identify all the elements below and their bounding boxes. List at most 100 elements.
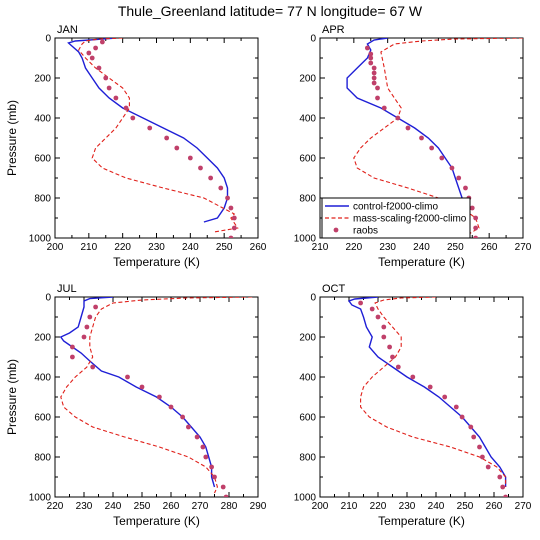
raob-point xyxy=(368,55,374,61)
panel-jul: 220 230 240 250 260 270 280 290 0 200 400 600 800 100… xyxy=(5,283,267,528)
x-tick-label: 230 xyxy=(76,501,93,512)
y-tick-label: 400 xyxy=(299,373,316,384)
x-tick-label: 220 xyxy=(114,242,131,253)
raob-point xyxy=(99,39,105,45)
x-tick-label: 260 xyxy=(481,242,498,253)
control-profile-line xyxy=(59,297,216,488)
raob-point xyxy=(106,85,112,91)
raob-point xyxy=(358,300,363,306)
raob-point xyxy=(459,414,465,420)
raob-point xyxy=(371,70,377,76)
y-tick-label: 800 xyxy=(299,453,316,464)
raob-point xyxy=(93,304,98,310)
raob-point xyxy=(453,404,459,410)
x-tick-label: 270 xyxy=(515,501,532,512)
raob-point xyxy=(473,215,479,221)
x-tick-label: 260 xyxy=(163,501,180,512)
series-mass-scaling-f2000-climo xyxy=(60,297,253,494)
control-profile-line xyxy=(347,297,507,487)
raob-point xyxy=(130,115,136,121)
panel-label: JAN xyxy=(57,24,78,36)
raob-point xyxy=(497,474,503,480)
raob-point xyxy=(87,314,93,320)
raob-point xyxy=(375,95,380,101)
raob-point xyxy=(231,215,237,221)
raob-point xyxy=(387,344,392,350)
raob-point xyxy=(381,324,387,330)
y-tick-label: 600 xyxy=(299,413,316,424)
raob-point xyxy=(113,95,119,101)
legend-entry-label: mass-scaling-f2000-climo xyxy=(353,214,467,225)
y-tick-label: 600 xyxy=(34,413,51,424)
raob-point xyxy=(174,145,180,151)
y-tick-label: 0 xyxy=(310,34,316,45)
x-tick-label: 220 xyxy=(47,501,64,512)
raob-point xyxy=(503,494,508,497)
x-tick-label: 210 xyxy=(312,242,329,253)
series-control-f2000-climo xyxy=(347,297,507,487)
raob-point xyxy=(375,85,380,91)
y-tick-label: 200 xyxy=(299,74,316,85)
panel-jan: 200 210 220 230 240 250 260 0 200 400 600 800 1000 Te… xyxy=(5,24,267,269)
raob-point xyxy=(500,484,506,490)
x-tick-label: 240 xyxy=(428,501,445,512)
raob-point xyxy=(439,155,445,161)
y-tick-label: 0 xyxy=(310,293,316,304)
raob-point xyxy=(223,494,229,497)
x-tick-label: 250 xyxy=(216,242,233,253)
raob-point xyxy=(427,384,433,390)
raob-point xyxy=(209,464,215,470)
raob-point xyxy=(157,394,162,400)
raob-point xyxy=(218,185,224,191)
y-tick-label: 400 xyxy=(34,114,51,125)
y-tick-label: 800 xyxy=(299,194,316,205)
raob-point xyxy=(220,484,226,490)
raob-point xyxy=(86,50,92,56)
y-tick-label: 0 xyxy=(45,34,51,45)
raob-point xyxy=(81,334,87,340)
raob-point xyxy=(473,225,479,231)
raob-point xyxy=(125,374,130,380)
raob-point xyxy=(469,205,475,211)
raob-point xyxy=(395,115,401,121)
figure-title: Thule_Greenland latitude= 77 N longitude… xyxy=(118,3,423,19)
y-tick-label: 1000 xyxy=(29,234,52,245)
raob-point xyxy=(381,334,387,340)
legend: control-f2000-climomass-scaling-f2000-cl… xyxy=(321,197,471,239)
panel-label: JUL xyxy=(57,283,77,295)
raob-point xyxy=(203,454,209,460)
raob-point xyxy=(228,205,234,211)
raob-point xyxy=(371,65,377,71)
raob-point xyxy=(463,185,468,191)
x-tick-label: 230 xyxy=(399,501,416,512)
raob-point xyxy=(96,65,102,71)
raob-point xyxy=(89,55,95,61)
mass-scaling-profile-line xyxy=(78,38,239,233)
x-tick-label: 200 xyxy=(312,501,329,512)
raob-point xyxy=(228,235,234,238)
raob-point xyxy=(90,364,96,370)
raob-point xyxy=(70,354,75,360)
raob-point xyxy=(480,454,485,460)
series-raobs xyxy=(358,300,508,497)
x-tick-label: 290 xyxy=(250,501,267,512)
raob-point xyxy=(471,434,477,440)
raob-point xyxy=(375,314,381,320)
x-axis-label: Temperature (K) xyxy=(378,255,465,269)
raob-point xyxy=(364,45,370,51)
x-tick-label: 270 xyxy=(192,501,209,512)
raob-point xyxy=(70,344,75,350)
x-tick-label: 260 xyxy=(250,242,267,253)
y-tick-label: 200 xyxy=(34,74,51,85)
raob-point xyxy=(212,474,217,480)
x-tick-label: 250 xyxy=(447,242,464,253)
mass-scaling-profile-line xyxy=(60,297,253,494)
x-tick-label: 260 xyxy=(486,501,503,512)
raob-point xyxy=(405,125,411,131)
y-tick-label: 800 xyxy=(34,453,51,464)
series-control-f2000-climo xyxy=(59,297,216,488)
x-axis-label: Temperature (K) xyxy=(378,514,465,528)
mass-scaling-profile-line xyxy=(360,297,507,487)
panel-apr: 210 220 230 240 250 260 270 0 200 400 600 800 1000 Te… xyxy=(294,24,532,269)
